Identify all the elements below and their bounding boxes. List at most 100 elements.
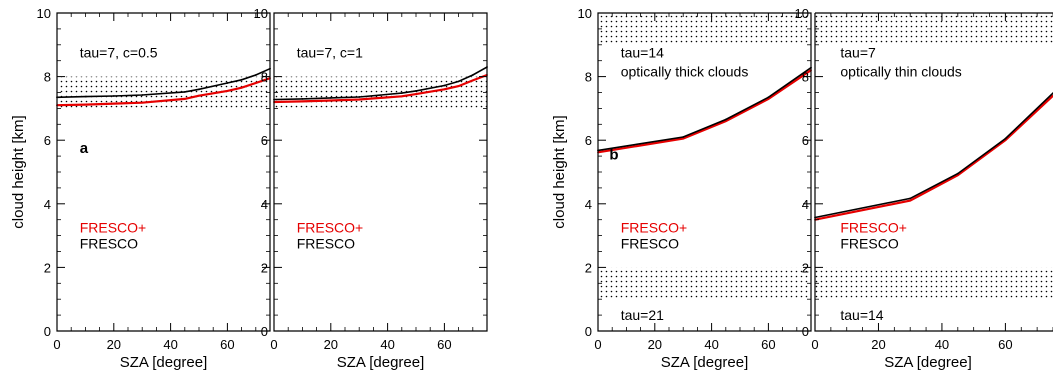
data-point — [1004, 137, 1007, 140]
x-tick-label: 0 — [594, 337, 601, 352]
y-tick-label: 8 — [261, 70, 268, 85]
y-tick-label: 6 — [261, 133, 268, 148]
y-tick-label: 2 — [261, 260, 268, 275]
y-tick-label: 2 — [585, 260, 592, 275]
legend-entry: FRESCO — [297, 235, 355, 251]
data-point — [329, 99, 332, 102]
y-tick-label: 0 — [802, 324, 809, 339]
series-line-fresco- — [56, 77, 271, 107]
annotation-text: tau=14 — [621, 45, 664, 61]
y-tick-label: 8 — [44, 70, 51, 85]
series-line-fresco — [597, 67, 812, 152]
shaded-band — [598, 267, 811, 300]
x-tick-label: 40 — [935, 337, 949, 352]
x-axis-label: SZA [degree] — [120, 354, 208, 371]
legend-entry: FRESCO+ — [621, 219, 688, 235]
y-axis-label: cloud height [km] — [10, 115, 27, 228]
data-point — [226, 82, 229, 84]
y-tick-label: 4 — [802, 197, 809, 212]
y-axis-label: cloud height [km] — [551, 115, 568, 228]
data-point — [767, 96, 770, 99]
x-tick-label: 20 — [107, 337, 121, 352]
shaded-band — [815, 13, 1053, 45]
data-point — [329, 97, 332, 99]
panel-letter: a — [80, 140, 89, 157]
annotation-text: tau=7, c=1 — [297, 45, 363, 61]
data-point — [226, 90, 229, 92]
y-tick-label: 4 — [261, 197, 268, 212]
shaded-band — [274, 76, 487, 109]
x-tick-label: 0 — [270, 337, 277, 352]
data-point — [909, 197, 912, 200]
series-line-fresco — [273, 66, 488, 101]
data-point — [909, 199, 912, 202]
y-tick-label: 10 — [254, 6, 268, 21]
data-point — [682, 137, 685, 140]
data-point — [141, 94, 144, 96]
y-tick-label: 8 — [802, 70, 809, 85]
data-point — [457, 85, 460, 88]
x-tick-label: 60 — [998, 337, 1012, 352]
y-tick-label: 10 — [37, 6, 51, 21]
data-point — [724, 120, 727, 123]
data-point — [471, 74, 474, 76]
x-tick-label: 20 — [871, 337, 885, 352]
legend-entry: FRESCO — [80, 235, 138, 251]
x-axis-label: SZA [degree] — [337, 354, 425, 371]
series-line-fresco- — [814, 94, 1053, 221]
series-line-fresco — [814, 92, 1053, 219]
data-point — [254, 82, 257, 84]
data-point — [254, 74, 257, 76]
legend-entry: FRESCO — [840, 235, 898, 251]
y-tick-label: 4 — [44, 197, 51, 212]
legend-entry: FRESCO — [621, 235, 679, 251]
data-point — [301, 100, 304, 103]
data-point — [84, 95, 87, 98]
x-tick-label: 40 — [163, 337, 177, 352]
data-point — [84, 103, 87, 106]
data-point — [198, 88, 200, 91]
x-tick-label: 40 — [704, 337, 718, 352]
panel-b-right: 0 2 4 6 8 10 0 20 40 60 SZA [degree] tau=7 optically… — [795, 6, 1053, 371]
axes-frame — [56, 12, 271, 332]
series-line-fresco — [56, 67, 271, 99]
y-tick-label: 8 — [585, 70, 592, 85]
annotation-text: optically thin clouds — [840, 64, 961, 80]
x-tick-label: 0 — [53, 337, 60, 352]
data-point — [956, 172, 959, 175]
axes-frame — [273, 12, 488, 332]
y-tick-label: 4 — [585, 197, 592, 212]
x-tick-label: 0 — [811, 337, 818, 352]
data-point — [112, 95, 115, 97]
data-point — [457, 80, 460, 83]
y-tick-label: 0 — [44, 324, 51, 339]
legend-entry: FRESCO+ — [80, 219, 147, 235]
annotation-text: tau=21 — [621, 307, 664, 323]
x-tick-label: 20 — [648, 337, 662, 352]
data-point — [358, 96, 361, 98]
y-tick-label: 6 — [585, 133, 592, 148]
x-tick-label: 60 — [220, 337, 234, 352]
x-tick-label: 20 — [324, 337, 338, 352]
series-line-fresco- — [597, 69, 812, 154]
data-point — [443, 88, 446, 91]
y-tick-label: 10 — [795, 6, 809, 21]
data-point — [724, 118, 727, 121]
data-point — [358, 98, 361, 101]
y-tick-label: 0 — [261, 324, 268, 339]
legend-entry: FRESCO+ — [840, 219, 907, 235]
y-tick-label: 6 — [802, 133, 809, 148]
data-point — [443, 84, 446, 87]
series-line-fresco- — [273, 73, 488, 104]
data-point — [183, 90, 186, 93]
data-point — [400, 92, 403, 95]
annotation-text: tau=7, c=0.5 — [80, 45, 158, 61]
data-point — [400, 95, 403, 98]
shaded-band — [598, 13, 811, 45]
y-tick-label: 0 — [585, 324, 592, 339]
x-tick-label: 40 — [380, 337, 394, 352]
x-tick-label: 60 — [761, 337, 775, 352]
